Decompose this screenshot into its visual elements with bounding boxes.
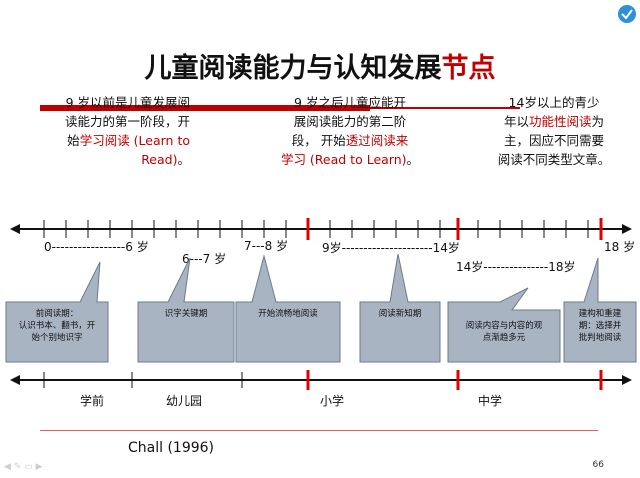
col1-line2: 读能力的第一阶段，开 xyxy=(64,114,190,129)
col3-line3: 主，因应不同需要 xyxy=(503,133,604,148)
callout-shape-3 xyxy=(235,254,341,363)
range-9-14: 9岁---------------------14岁 xyxy=(322,241,460,255)
col2-line4-red: 学习 (Read to Learn) xyxy=(280,152,407,167)
title-main: 儿童阅读能力与认知发展 xyxy=(144,53,442,84)
callout-shape-2 xyxy=(137,257,235,363)
callout-shape-1 xyxy=(5,261,109,363)
page-title: 儿童阅读能力与认知发展节点 xyxy=(0,46,640,85)
col2-line1: 9 岁之后儿童应能开 xyxy=(294,95,406,110)
col2-line4-suffix: 。 xyxy=(406,152,420,167)
range-14-18: 14岁---------------18岁 xyxy=(456,260,576,274)
col1-line4-suffix: 。 xyxy=(177,152,190,167)
col1-line1: 9 岁以前是儿童发展阅 xyxy=(65,95,190,110)
callout-literacy-critical: 识字关键期 xyxy=(164,309,208,319)
range-0-6: 0-----------------6 岁 xyxy=(44,240,149,254)
slide-nav-icons[interactable]: ◀ ✎ ▭ ▶ xyxy=(4,462,43,472)
callout-shape-6 xyxy=(563,257,637,363)
callout-multiple-viewpoints: 阅读内容与内容的观 点渐趋多元 xyxy=(465,321,543,343)
range-7-8: 7---8 岁 xyxy=(244,239,289,253)
col1-line4-red: Read) xyxy=(141,152,178,167)
school-stage-timeline xyxy=(10,370,632,390)
range-6-7: 6---7 岁 xyxy=(182,252,227,266)
col3-line2-prefix: 年以 xyxy=(503,114,529,129)
page-number: 66 xyxy=(592,460,604,470)
col3-line2-suffix: 为 xyxy=(591,114,605,129)
callout-fluent-reading: 开始流畅地阅读 xyxy=(258,309,318,319)
stage-one-description: 9 岁以前是儿童发展阅 读能力的第一阶段，开 始学习阅读 (Learn to R… xyxy=(18,93,190,169)
col3-line2-red: 功能性阅读 xyxy=(528,114,592,129)
footer-divider xyxy=(40,430,598,431)
stage-bar-thin xyxy=(370,107,520,109)
callout-shape-4 xyxy=(359,253,441,363)
stage-primary: 小学 xyxy=(320,394,345,408)
callout-shape-5 xyxy=(447,287,561,363)
logo-icon xyxy=(618,5,636,23)
stage-bar xyxy=(40,105,370,111)
callout-pre-reading: 前阅读期： 认识书本、翻书，开 始个别地识字 xyxy=(18,309,96,343)
stage-three-description: 14岁以上的青少 年以功能性阅读为 主，因应不同需要 阅读不同类型文章。 xyxy=(478,93,630,169)
range-18: 18 岁 xyxy=(604,240,636,254)
col2-line3-red: 透过阅读来 xyxy=(345,133,409,148)
age-timeline xyxy=(10,218,632,240)
col2-line2: 展阅读能力的第二阶 xyxy=(293,114,407,129)
callout-construction: 建构和重建 期：选择并 批判地阅读 xyxy=(578,309,622,343)
col3-line4: 阅读不同类型文章。 xyxy=(497,152,611,167)
stage-kindergarten: 幼儿园 xyxy=(166,394,203,408)
col2-line3-prefix: 段， 开始 xyxy=(291,133,346,148)
col3-line1: 14岁以上的青少 xyxy=(508,95,600,110)
title-highlight: 节点 xyxy=(441,53,496,84)
col1-line3-red: 学习阅读 (Learn to xyxy=(79,133,190,148)
stage-two-description: 9 岁之后儿童应能开 展阅读能力的第二阶 段， 开始透过阅读来 学习 (Read… xyxy=(260,93,440,169)
citation: Chall (1996) xyxy=(128,440,215,456)
col1-line3-prefix: 始 xyxy=(67,133,80,148)
callout-new-knowledge: 阅读新知期 xyxy=(378,309,422,319)
stage-secondary: 中学 xyxy=(478,394,503,408)
stage-preschool: 学前 xyxy=(80,394,105,408)
